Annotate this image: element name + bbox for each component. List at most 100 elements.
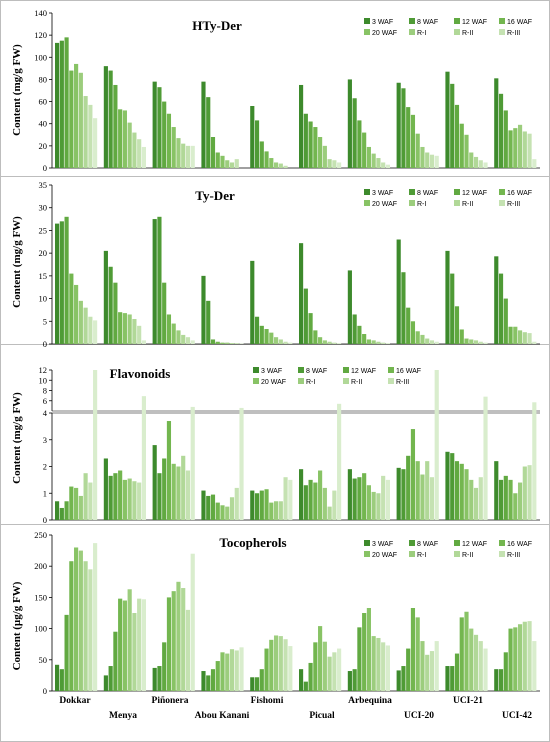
legend-label: R-I <box>417 201 426 208</box>
bar-flavonoids-arbequina-s5 <box>366 485 371 520</box>
bar-ty-der-arbequina-s2 <box>352 314 357 344</box>
bar-ty-der-menya-s8 <box>137 325 142 344</box>
bar-flavonoids-uci-20-s7 <box>425 461 430 520</box>
bar-ty-der-menya-s5 <box>122 313 127 344</box>
bar-flavonoids-uci-20-s4 <box>410 429 416 520</box>
legend-swatch <box>499 540 505 546</box>
bar-ty-der-fishomi-s7 <box>278 339 283 344</box>
legend-swatch <box>388 378 394 384</box>
bar-hty-der-menya-s2 <box>108 70 113 168</box>
bar-hty-der-picual-s5 <box>318 137 323 168</box>
bar-ty-der-pi-onera-s3 <box>162 282 167 344</box>
y-tick-label: 40 <box>39 119 48 129</box>
bar-hty-der-uci-20-s1 <box>396 82 401 168</box>
legend-swatch <box>409 18 415 24</box>
y-tick-label: 120 <box>34 30 47 40</box>
bar-flavonoids-menya-s5 <box>122 479 127 521</box>
bar-hty-der-uci-20-s4 <box>410 114 416 168</box>
bar-flavonoids-dokkar-s9 <box>93 370 98 520</box>
bar-hty-der-arbequina-s7 <box>376 158 381 168</box>
bar-flavonoids-fishomi-s9 <box>288 479 293 521</box>
bar-ty-der-uci-42-s8 <box>527 333 532 344</box>
bar-flavonoids-uci-21-s7 <box>473 487 479 520</box>
bar-ty-der-abou-kanani-s3 <box>210 339 216 344</box>
bar-tocopherols-arbequina-s2 <box>352 669 357 691</box>
bar-ty-der-fishomi-s5 <box>269 332 274 344</box>
legend-label: 3 WAF <box>372 541 393 548</box>
bar-ty-der-arbequina-s4 <box>362 334 367 344</box>
bar-flavonoids-picual-s7 <box>327 506 332 521</box>
bar-flavonoids-dokkar-s6 <box>78 495 83 520</box>
bar-flavonoids-picual-s9 <box>337 403 342 520</box>
y-tick-label: 20 <box>39 141 48 151</box>
bar-flavonoids-uci-42-s5 <box>513 493 518 520</box>
bar-ty-der-uci-21-s7 <box>473 340 479 344</box>
legend-label: R-I <box>417 552 426 559</box>
bar-tocopherols-menya-s5 <box>122 600 127 691</box>
bar-flavonoids-pi-onera-s4 <box>166 421 172 520</box>
bar-ty-der-pi-onera-s6 <box>176 330 181 344</box>
legend-label: 12 WAF <box>462 190 487 197</box>
category-label-uci-42: UCI-42 <box>502 711 532 721</box>
bar-hty-der-uci-20-s9 <box>434 155 439 168</box>
bar-hty-der-fishomi-s2 <box>254 120 260 168</box>
category-label-uci-21: UCI-21 <box>453 696 483 706</box>
bar-flavonoids-menya-s9 <box>141 396 146 520</box>
bar-flavonoids-uci-21-s9 <box>483 396 488 520</box>
bar-ty-der-uci-21-s6 <box>469 339 474 344</box>
legend-label: R-II <box>462 201 473 208</box>
bar-ty-der-fishomi-s1 <box>250 260 255 344</box>
bar-ty-der-abou-kanani-s6 <box>225 342 230 344</box>
legend-swatch <box>253 367 259 373</box>
legend-label: 16 WAF <box>396 368 421 375</box>
bar-ty-der-uci-20-s6 <box>420 334 425 344</box>
bar-hty-der-pi-onera-s5 <box>171 127 176 168</box>
bar-tocopherols-uci-42-s7 <box>522 621 527 691</box>
bar-hty-der-uci-20-s7 <box>425 152 430 168</box>
bar-tocopherols-uci-20-s2 <box>401 666 406 691</box>
bar-hty-der-fishomi-s1 <box>250 106 255 168</box>
legend-swatch <box>364 540 370 546</box>
bar-tocopherols-arbequina-s3 <box>357 627 362 691</box>
panel-title-tyder: Ty-Der <box>195 188 235 203</box>
bar-hty-der-picual-s8 <box>332 160 337 168</box>
legend-label: R-I <box>417 30 426 37</box>
bar-tocopherols-pi-onera-s3 <box>162 642 167 691</box>
bar-tocopherols-uci-21-s5 <box>464 611 469 691</box>
bar-flavonoids-pi-onera-s7 <box>181 455 186 520</box>
bar-ty-der-picual-s9 <box>337 343 342 344</box>
bar-flavonoids-fishomi-s7 <box>278 501 283 520</box>
bar-ty-der-uci-21-s8 <box>478 341 483 344</box>
bar-ty-der-abou-kanani-s4 <box>215 341 220 344</box>
bar-flavonoids-pi-onera-s5 <box>171 463 176 520</box>
bar-flavonoids-abou-kanani-s6 <box>225 506 230 521</box>
bar-tocopherols-uci-42-s5 <box>513 627 518 691</box>
bar-ty-der-uci-42-s1 <box>494 256 499 344</box>
bar-ty-der-arbequina-s1 <box>347 270 352 344</box>
bar-flavonoids-dokkar-s7 <box>83 473 88 520</box>
bar-flavonoids-abou-kanani-s8 <box>234 487 239 520</box>
legend-label: 12 WAF <box>351 368 376 375</box>
legend-label: 8 WAF <box>417 541 438 548</box>
bar-tocopherols-arbequina-s9 <box>385 645 390 691</box>
y-tick-label: 200 <box>34 561 47 571</box>
bar-hty-der-fishomi-s8 <box>283 165 288 168</box>
bar-flavonoids-menya-s3 <box>113 473 118 520</box>
bar-flavonoids-abou-kanani-s7 <box>229 497 235 520</box>
bar-hty-der-uci-42-s7 <box>522 131 527 168</box>
bar-tocopherols-fishomi-s3 <box>259 669 264 691</box>
bar-hty-der-arbequina-s6 <box>371 153 376 168</box>
bar-ty-der-uci-21-s4 <box>459 329 464 344</box>
bar-tocopherols-picual-s9 <box>337 648 342 691</box>
bar-ty-der-dokkar-s2 <box>59 221 64 344</box>
bar-hty-der-picual-s9 <box>337 162 342 168</box>
bar-tocopherols-pi-onera-s7 <box>181 588 186 691</box>
panel-title-htyder: HTy-Der <box>192 18 242 33</box>
y-tick-label: 250 <box>34 530 47 540</box>
bar-flavonoids-picual-s6 <box>322 487 327 520</box>
bar-hty-der-arbequina-s5 <box>366 146 371 168</box>
bar-ty-der-uci-21-s9 <box>483 342 488 344</box>
bar-flavonoids-arbequina-s7 <box>376 493 381 520</box>
category-label-menya: Menya <box>109 711 137 721</box>
bar-flavonoids-dokkar-s4 <box>69 486 74 520</box>
